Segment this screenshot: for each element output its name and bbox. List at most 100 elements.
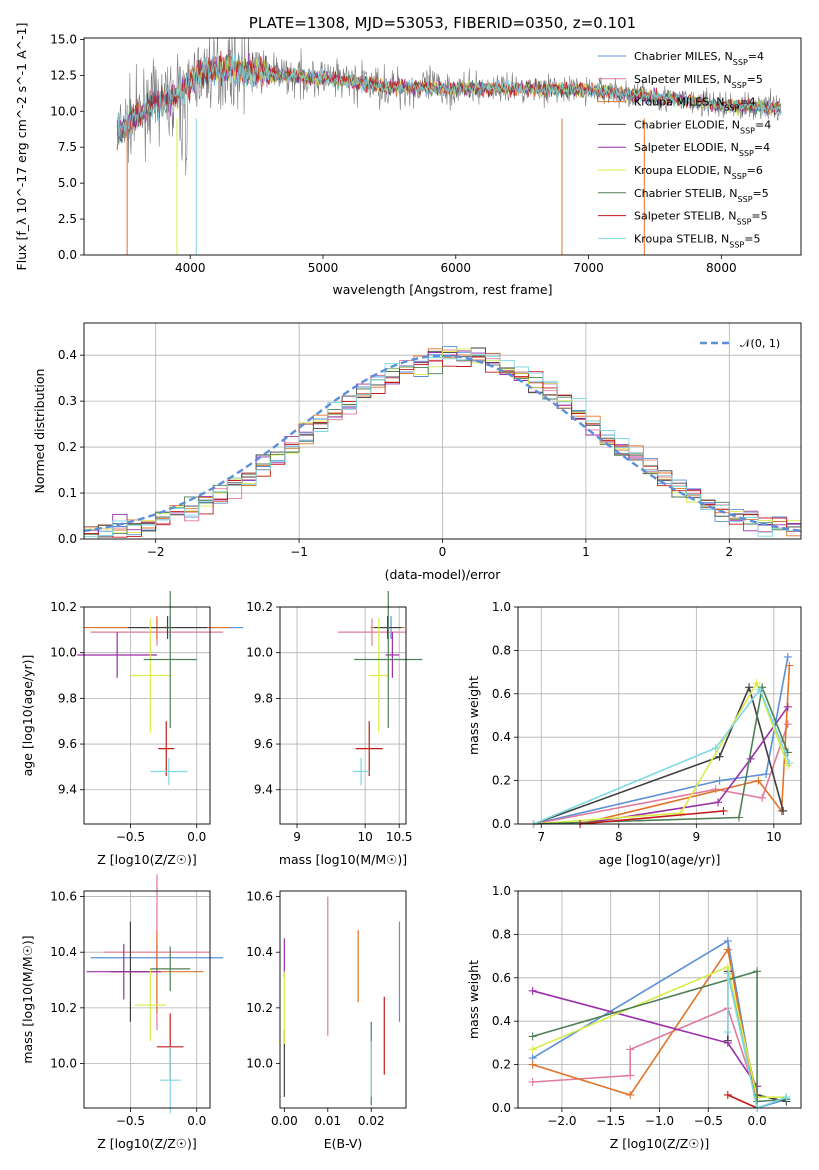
x-axis-label: age [log10(age/yr)]: [599, 852, 721, 867]
y-tick-label: 5.0: [58, 176, 77, 190]
x-axis-label: mass [log10(M/M☉)]: [279, 852, 407, 867]
y-tick-label: 12.5: [50, 68, 77, 82]
series-point: [711, 744, 720, 753]
x-tick-label: −0.5: [116, 830, 145, 844]
x-tick-label: 6000: [441, 261, 472, 275]
x-tick-label: 0: [439, 545, 447, 559]
y-tick-label: 15.0: [50, 32, 77, 46]
axes-frame: [83, 37, 802, 256]
x-tick-label: −0.5: [694, 1114, 723, 1128]
series-point: [626, 1045, 635, 1054]
series-point: [723, 1038, 732, 1047]
y-tick-label: 9.4: [254, 783, 273, 797]
x-axis-label: Z [log10(Z/Z☉)]: [97, 852, 197, 867]
legend-entry: Salpeter STELIB, NSSP=5: [634, 210, 768, 227]
axes-frame: [279, 890, 407, 1109]
axes-frame: [83, 322, 802, 540]
axes-frame: [83, 606, 211, 825]
x-tick-label: 9: [293, 830, 301, 844]
panel-5: −0.5 0.0 10.0 10.2 10.4 10.6 Z [log10(Z/Z☉)] ma…: [20, 874, 224, 1151]
series-point: [783, 720, 792, 729]
series-point: [723, 1090, 732, 1099]
series-point: [783, 652, 792, 661]
series-point: [723, 936, 732, 945]
legend-eq: =: [747, 164, 756, 177]
series-point: [783, 702, 792, 711]
x-axis-label: E(B-V): [324, 1136, 363, 1151]
legend-nssp: 6: [756, 164, 763, 177]
legend-eq: =: [747, 73, 756, 86]
x-tick-label: 10: [766, 830, 781, 844]
series-line: [727, 1094, 758, 1109]
y-tick-label: 10.0: [246, 646, 273, 660]
series-line: [533, 684, 789, 825]
y-tick-label: 0.2: [58, 440, 77, 454]
series-line: [533, 656, 789, 825]
series-point: [785, 661, 794, 670]
x-tick-label: 1: [582, 545, 590, 559]
series-point: [779, 806, 788, 815]
series-point: [762, 770, 771, 779]
legend-nssp: 5: [762, 187, 769, 200]
series-point: [745, 683, 754, 692]
series-point: [723, 969, 732, 978]
y-tick-label: 0.0: [492, 817, 511, 831]
x-tick-label: 10.5: [386, 830, 413, 844]
y-tick-label: 9.8: [254, 691, 273, 705]
legend-entry: Kroupa STELIB, NSSP=5: [634, 232, 760, 249]
x-axis-label: Z [log10(Z/Z☉)]: [610, 1136, 710, 1151]
y-tick-label: 7.5: [58, 140, 77, 154]
legend-sep: , N: [714, 232, 729, 245]
legend-eq: =: [755, 118, 764, 131]
x-tick-label: 0.00: [271, 1114, 298, 1128]
x-tick-label: 0.0: [187, 830, 206, 844]
series-point: [714, 798, 723, 807]
x-tick-label: 2: [725, 545, 733, 559]
series-point: [753, 967, 762, 976]
series-point: [723, 1028, 732, 1037]
x-tick-label: 10: [357, 830, 372, 844]
x-tick-label: −0.5: [116, 1114, 145, 1128]
histogram-step: [84, 348, 801, 537]
legend-name: Salpeter MILES: [634, 73, 716, 86]
series-point: [782, 1093, 791, 1102]
y-axis-label: mass [log10(M/M☉)]: [20, 935, 35, 1063]
model-spectrum: [116, 53, 782, 145]
legend-nssp: 5: [761, 210, 768, 223]
y-tick-label: 0.8: [492, 643, 511, 657]
legend-name: Salpeter ELODIE: [634, 141, 724, 154]
legend-name: Kroupa MILES: [634, 96, 709, 109]
y-tick-label: 0.6: [492, 687, 511, 701]
legend-nssp: 4: [764, 118, 771, 131]
series-point: [754, 776, 763, 785]
series-point: [676, 809, 685, 818]
series-point: [626, 1071, 635, 1080]
legend-entry: Kroupa MILES, NSSP=4: [634, 96, 756, 113]
legend-name: Kroupa ELODIE: [634, 164, 716, 177]
legend-sep: , N: [718, 50, 733, 63]
series-point: [785, 759, 794, 768]
legend-name: Chabrier MILES: [634, 50, 718, 63]
legend-sep: , N: [709, 96, 724, 109]
x-tick-label: −2: [147, 545, 165, 559]
legend-name: Chabrier ELODIE: [634, 118, 725, 131]
y-tick-label: 2.5: [58, 212, 77, 226]
plot-area: [518, 607, 801, 824]
legend-subscript: SSP: [736, 217, 751, 226]
series-line: [532, 970, 787, 1103]
panel-6: 0.00 0.01 0.02 10.0 10.2 10.4 10.6 E(B-V): [246, 890, 407, 1151]
series-point: [715, 752, 724, 761]
x-axis-label: wavelength [Angstrom, rest frame]: [332, 282, 552, 297]
panel-0: 4000 5000 6000 7000 8000 0.0 2.5 5.0 7.5 10.0 12.5…: [14, 14, 802, 297]
legend-sep: , N: [724, 141, 739, 154]
y-tick-label: 0.4: [492, 1014, 511, 1028]
plot-area: [280, 891, 406, 1108]
legend-eq: =: [751, 210, 760, 223]
legend-name: Salpeter STELIB: [634, 210, 721, 223]
y-tick-label: 0.4: [58, 348, 77, 362]
legend-nssp: 5: [756, 73, 763, 86]
x-axis-label: (data-model)/error: [385, 567, 502, 582]
axes-frame: [279, 606, 407, 825]
series-point: [752, 678, 761, 687]
series-point: [626, 1090, 635, 1099]
